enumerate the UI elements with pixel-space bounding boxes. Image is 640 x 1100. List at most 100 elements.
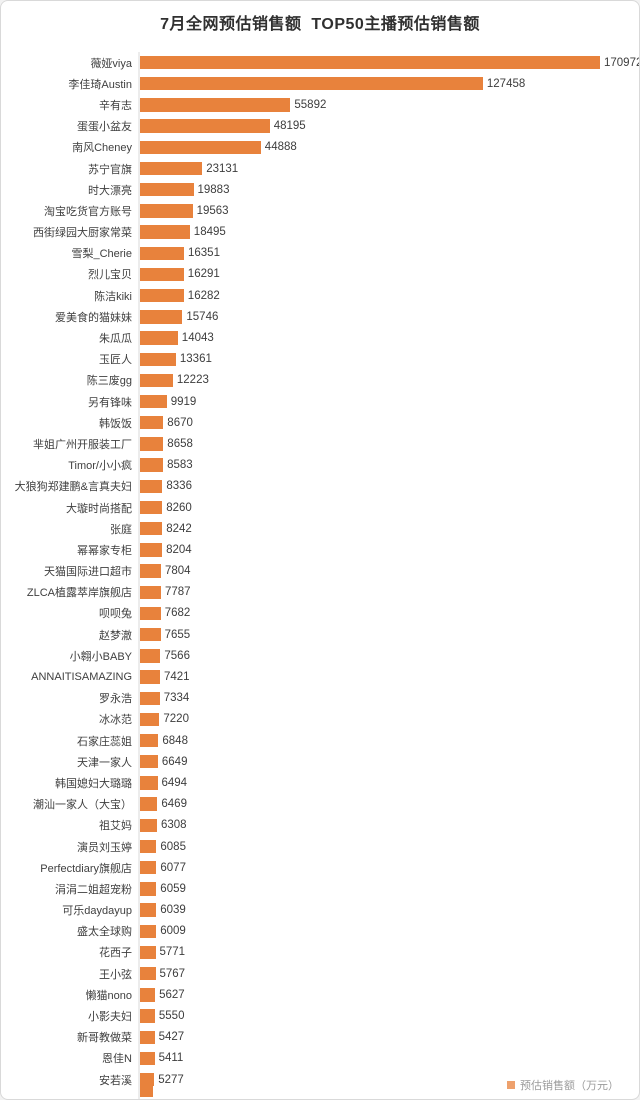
bar-track: 7334 [140, 688, 639, 709]
bar-value: 55892 [294, 98, 327, 111]
bar [140, 331, 178, 345]
bar [140, 246, 184, 260]
bar-track: 7220 [140, 709, 639, 730]
bar-value: 127458 [486, 77, 526, 90]
bar-value: 8583 [167, 459, 193, 472]
bar-label: 李佳琦Austin [68, 78, 132, 91]
bar-row: 玉匠人 13361 [1, 349, 639, 370]
bar-label: 芈姐广州开服装工厂 [33, 438, 132, 451]
bar-value: 8670 [167, 416, 193, 429]
bar [140, 204, 193, 218]
bar-track: 8336 [140, 476, 639, 497]
bar [140, 352, 176, 366]
bar-row: Timor/小小疯 8583 [1, 455, 639, 476]
bar-track: 6649 [140, 751, 639, 772]
bar [140, 543, 163, 557]
bar-row: 陈洁kiki 16282 [1, 285, 639, 306]
bar [140, 1051, 155, 1066]
bar-value: 48195 [273, 120, 306, 133]
bar-track: 7682 [140, 603, 639, 624]
bar-row: 韩国媳妇大璐璐 6494 [1, 772, 639, 793]
bar-row: 赵梦澈 7655 [1, 624, 639, 645]
bar-label: 潮汕一家人（大宝） [33, 799, 132, 812]
bar-value: 5767 [159, 967, 186, 980]
bar-track: 6494 [140, 772, 639, 793]
bar-value: 8336 [166, 480, 192, 493]
bar-label: 另有锋味 [88, 396, 132, 409]
bar-row: 恩佳N 5411 [1, 1048, 639, 1069]
bar-label: 花西子 [99, 947, 132, 960]
legend-square-icon [507, 1081, 515, 1089]
bar-label: 时大漂亮 [88, 184, 132, 197]
bar-track: 7787 [140, 582, 639, 603]
bar-row: 雪梨_Cherie 16351 [1, 243, 639, 264]
bar-row: 另有锋味 9919 [1, 391, 639, 412]
bar-track: 48195 [140, 116, 639, 137]
bar-label: 祖艾妈 [99, 820, 132, 833]
bar-label: 蛋蛋小盆友 [77, 121, 132, 134]
bar-label: 淘宝吃货官方账号 [44, 205, 132, 218]
bar-track: 7421 [140, 666, 639, 687]
bar-value: 12223 [176, 374, 209, 387]
bar [140, 627, 161, 642]
bar-row: 大璇时尚搭配 8260 [1, 497, 639, 518]
bar-label: 韩国媳妇大璐璐 [55, 777, 132, 790]
legend-label: 预估销售额（万元） [520, 1080, 619, 1092]
bar-row: 天猫国际进口超市 7804 [1, 561, 639, 582]
bar-track: 6085 [140, 836, 639, 857]
bar [140, 437, 164, 451]
bar [140, 394, 167, 409]
bar-track: 12223 [140, 370, 639, 391]
bar-row: 时大漂亮 19883 [1, 179, 639, 200]
bar-value: 7804 [165, 565, 191, 578]
bar-row: 王小弦 5767 [1, 963, 639, 984]
bar-row: 石家庄蕊姐 6848 [1, 730, 639, 751]
bar-track: 23131 [140, 158, 639, 179]
bar-track: 16282 [140, 285, 639, 306]
bar-label: 韩饭饭 [99, 417, 132, 430]
bar-track: 6009 [140, 921, 639, 942]
bar-label: 辛有志 [99, 99, 132, 112]
bar [140, 416, 164, 430]
bar-row: 小影夫妇 5550 [1, 1005, 639, 1026]
bar-track: 5427 [140, 1027, 639, 1048]
bar-track: 170972 [140, 52, 639, 73]
bar-label: 大狼狗郑建鹏&言真夫妇 [14, 481, 132, 494]
bar [140, 140, 261, 155]
bar-value: 6059 [160, 882, 186, 895]
chart-title: 7月全网预估销售额 TOP50主播预估销售额 [160, 16, 480, 33]
bar-label: 恩佳N [102, 1053, 132, 1066]
bar-track: 6848 [140, 730, 639, 751]
bar-track: 18495 [140, 222, 639, 243]
bar-value: 18495 [193, 226, 226, 239]
bar [140, 55, 600, 70]
bar-track: 6059 [140, 878, 639, 899]
bar-value: 7655 [164, 628, 191, 641]
bar-row: 韩饭饭 8670 [1, 412, 639, 433]
bar-row: 芈姐广州开服装工厂 8658 [1, 433, 639, 454]
bar-value: 6039 [160, 904, 186, 917]
bar [140, 797, 158, 811]
bar [140, 500, 163, 515]
bar-row: 淘宝吃货官方账号 19563 [1, 200, 639, 221]
bar-track: 8242 [140, 518, 639, 539]
bar-value: 7787 [165, 586, 191, 599]
bar-label: 苏宁官旗 [88, 163, 132, 176]
bar-value: 6085 [160, 840, 186, 853]
bar-label: ZLCA植露萃岸旗舰店 [26, 587, 132, 600]
bar-label: Timor/小小疯 [68, 460, 132, 473]
bar-value: 19563 [196, 204, 229, 217]
bar-row: 罗永浩 7334 [1, 688, 639, 709]
bar-value: 7421 [164, 671, 190, 684]
bar-label: 安若溪 [99, 1074, 132, 1087]
bar-label: 雪梨_Cherie [71, 248, 132, 261]
bar-row: 祖艾妈 6308 [1, 815, 639, 836]
bar-label: 朱瓜瓜 [99, 333, 132, 346]
bar-label: 陈三废gg [86, 375, 132, 388]
bar [140, 458, 164, 472]
bar-value: 16282 [187, 289, 220, 302]
bar-label: 薇娅viya [90, 57, 132, 70]
bar-track: 5771 [140, 942, 639, 963]
bar-track: 8583 [140, 455, 639, 476]
